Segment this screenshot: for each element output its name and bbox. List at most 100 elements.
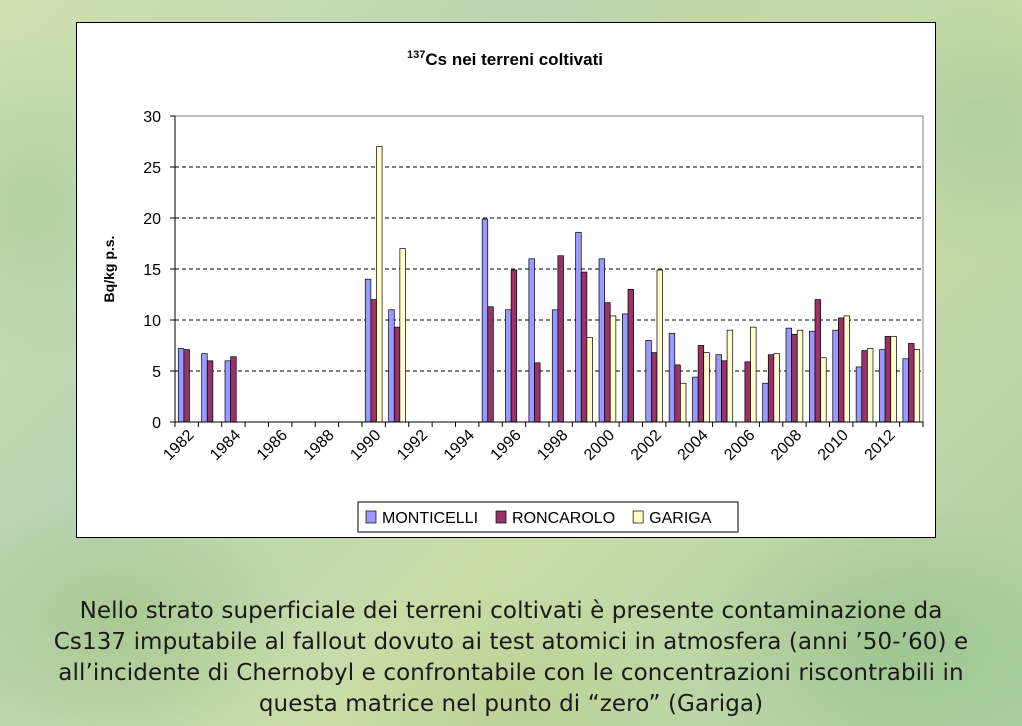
bar-monticelli-2011 — [855, 366, 863, 423]
caption-line-4: questa matrice nel punto di “zero” (Gari… — [258, 691, 764, 717]
bar-gariga-1991 — [399, 248, 406, 423]
x-tick-label: 1986 — [254, 427, 291, 464]
x-tick-label: 2008 — [768, 427, 805, 464]
bar-gariga-1999 — [586, 336, 593, 423]
x-tick-label: 2010 — [815, 427, 852, 464]
bar-gariga-2002 — [656, 269, 663, 423]
bar-roncarolo-1998 — [557, 255, 564, 423]
bar-roncarolo-1997 — [534, 362, 541, 423]
bar-gariga-2003 — [680, 382, 687, 423]
caption-line-3: all’incidente di Chernobyl e confrontabi… — [58, 660, 964, 686]
bar-monticelli-1996 — [505, 309, 512, 423]
x-tick-label: 1998 — [534, 427, 571, 464]
y-tick-label: 10 — [143, 313, 161, 330]
bar-monticelli-1984 — [224, 360, 231, 423]
chart: 137Cs nei terreni coltivati Bq/kg p.s. 0… — [101, 49, 924, 533]
bar-monticelli-2004 — [692, 376, 699, 423]
caption-line-2: Cs137 imputabile al fallout dovuto ai te… — [53, 629, 969, 655]
bar-monticelli-2005 — [715, 354, 722, 423]
bar-gariga-2013 — [913, 349, 921, 423]
bar-roncarolo-1996 — [510, 269, 518, 423]
x-tick-label: 1984 — [207, 427, 244, 464]
x-tick-label: 1982 — [160, 427, 197, 464]
chart-title: 137Cs nei terreni coltivati — [407, 49, 603, 69]
bar-monticelli-1991 — [388, 309, 395, 423]
bar-roncarolo-2005 — [721, 360, 728, 423]
bar-monticelli-1990 — [364, 278, 372, 423]
legend-swatch-monticelli — [365, 510, 377, 524]
y-tick-label: 5 — [152, 364, 161, 381]
legend-label-gariga: GARIGA — [649, 510, 712, 527]
bar-monticelli-1998 — [551, 309, 559, 423]
bar-roncarolo-2013 — [908, 343, 915, 423]
bar-monticelli-1995 — [481, 218, 489, 423]
chart-frame: 137Cs nei terreni coltivati Bq/kg p.s. 0… — [76, 22, 936, 538]
chart-title-text: Cs nei terreni coltivati — [425, 50, 603, 69]
legend-label-roncarolo: RONCAROLO — [512, 510, 615, 527]
bar-monticelli-1983 — [201, 353, 208, 423]
y-tick-label: 30 — [143, 109, 161, 126]
x-tick-label: 1994 — [441, 427, 478, 464]
bar-monticelli-2002 — [645, 340, 652, 423]
y-tick-label: 20 — [143, 211, 161, 228]
bar-monticelli-1999 — [575, 231, 582, 423]
legend: MONTICELLI RONCAROLO GARIGA — [357, 501, 739, 533]
x-tick-label: 1988 — [301, 427, 338, 464]
bar-gariga-2012 — [890, 335, 897, 423]
bar-gariga-1990 — [376, 146, 383, 423]
bar-gariga-2010 — [843, 315, 850, 423]
y-tick-label: 15 — [143, 262, 161, 279]
chart-title-superscript: 137 — [407, 49, 425, 61]
bar-gariga-2011 — [867, 348, 874, 423]
bar-monticelli-2000 — [598, 258, 605, 423]
legend-box — [357, 501, 739, 533]
y-tick-label: 25 — [143, 160, 161, 177]
bar-gariga-2004 — [703, 352, 710, 423]
y-tick-label: 0 — [152, 415, 161, 432]
bar-roncarolo-2002 — [651, 352, 658, 423]
caption-line-1: Nello strato superficiale dei terreni co… — [79, 598, 943, 624]
bar-roncarolo-2000 — [604, 302, 611, 423]
bar-monticelli-2009 — [809, 330, 816, 423]
bar-roncarolo-2012 — [884, 335, 892, 423]
x-tick-label: 1992 — [394, 427, 431, 464]
bar-roncarolo-2004 — [697, 345, 705, 423]
bar-monticelli-2010 — [832, 329, 839, 423]
bar-roncarolo-2009 — [814, 299, 821, 423]
x-tick-label: 2012 — [862, 427, 899, 464]
bar-roncarolo-1995 — [487, 306, 494, 423]
bar-gariga-2007 — [773, 353, 780, 423]
bar-roncarolo-2011 — [861, 350, 868, 423]
x-tick-label: 2006 — [721, 427, 758, 464]
bar-gariga-2005 — [726, 329, 734, 423]
bar-gariga-2008 — [796, 329, 804, 423]
bar-roncarolo-2006 — [744, 361, 751, 423]
bar-roncarolo-2001 — [627, 289, 634, 423]
bar-gariga-2009 — [820, 357, 827, 423]
legend-swatch-gariga — [632, 510, 644, 524]
bar-roncarolo-2008 — [791, 333, 798, 423]
x-tick-label: 2000 — [581, 427, 618, 464]
legend-label-monticelli: MONTICELLI — [382, 510, 478, 527]
bar-gariga-2000 — [609, 315, 617, 423]
x-tick-label: 1990 — [347, 427, 384, 464]
bar-monticelli-2013 — [902, 358, 909, 423]
bar-monticelli-2003 — [668, 332, 676, 423]
bar-monticelli-1997 — [528, 258, 535, 423]
bar-roncarolo-2010 — [838, 317, 845, 423]
bars — [177, 146, 921, 423]
y-axis-label: Bq/kg p.s. — [101, 236, 117, 303]
x-tick-label: 1996 — [488, 427, 525, 464]
bar-monticelli-2008 — [785, 327, 792, 423]
x-tick-label: 2002 — [628, 427, 665, 464]
bar-roncarolo-1984 — [230, 356, 237, 423]
bar-roncarolo-2007 — [767, 354, 775, 423]
bar-monticelli-1982 — [177, 348, 185, 423]
bar-roncarolo-1983 — [206, 360, 214, 423]
bar-monticelli-2012 — [879, 349, 886, 423]
caption: Nello strato superficiale dei terreni co… — [0, 596, 1022, 720]
bar-roncarolo-1999 — [580, 271, 588, 423]
bar-monticelli-2001 — [622, 313, 629, 423]
x-tick-label: 2004 — [675, 427, 712, 464]
bar-roncarolo-1990 — [370, 299, 377, 423]
